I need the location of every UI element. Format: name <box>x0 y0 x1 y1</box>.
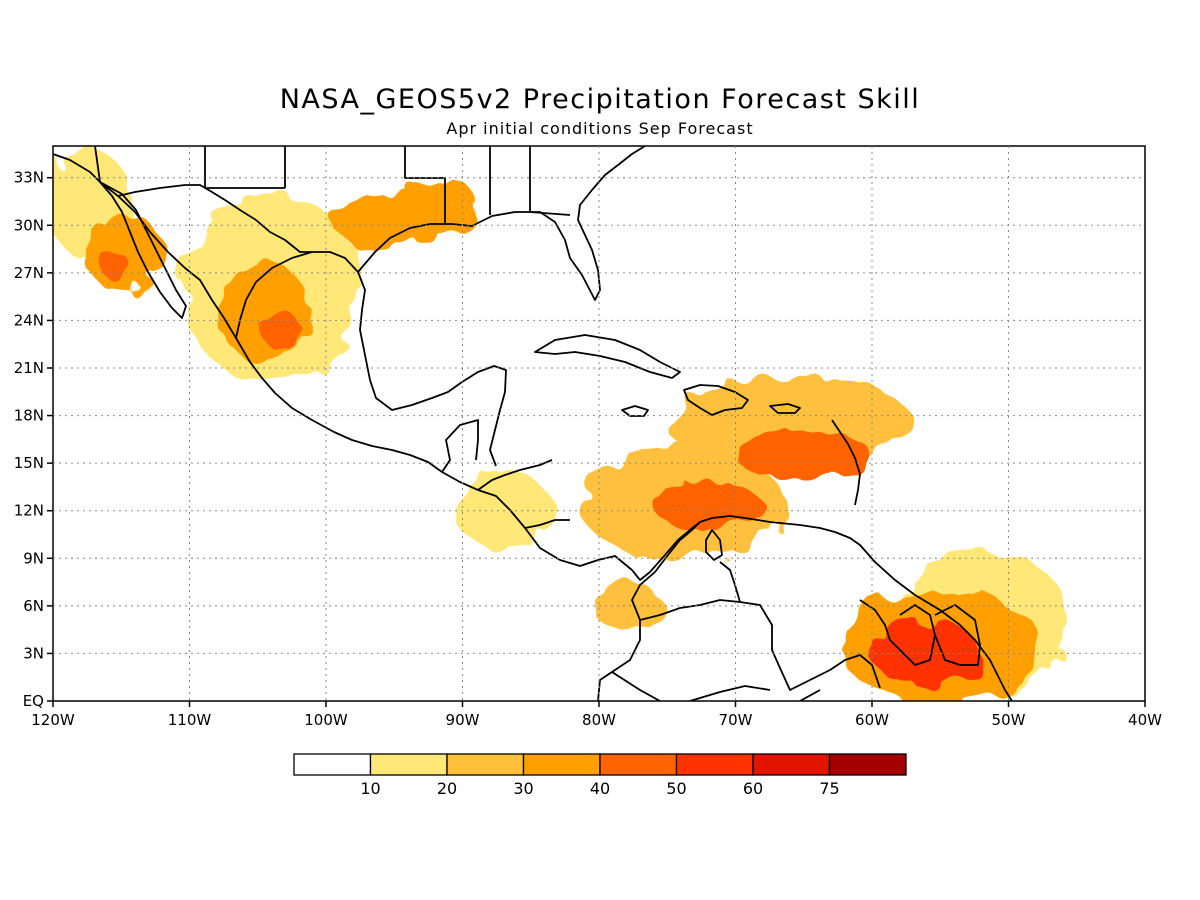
lat-tick-label: 33N <box>14 169 44 187</box>
colorbar-swatch <box>369 753 448 776</box>
lat-tick-label: 3N <box>23 644 44 662</box>
skill-region-guianas-core <box>872 621 982 686</box>
skill-region-panama <box>592 582 661 630</box>
us-gulf-coast <box>357 146 646 301</box>
colorbar-swatch <box>293 753 372 776</box>
gulf-of-mexico-coast <box>235 251 507 467</box>
baja-california <box>99 181 187 319</box>
colorbar-label: 60 <box>743 779 763 798</box>
lat-tick-label: 30N <box>14 216 44 234</box>
skill-region-venezuela-coast <box>653 482 763 530</box>
page-title: NASA_GEOS5v2 Precipitation Forecast Skil… <box>279 84 921 115</box>
coastline-layer <box>53 146 1013 701</box>
page-subtitle: Apr initial conditions Sep Forecast <box>446 119 754 138</box>
us-state-borders <box>94 146 571 224</box>
jamaica <box>621 405 649 417</box>
colorbar-swatch <box>446 753 525 776</box>
latitude-axis: EQ 3N 6N 9N 12N 15N 18N 21N 24N 27N 30N 33N <box>14 169 53 710</box>
lon-tick-label: 90W <box>446 711 480 729</box>
lon-tick-label: 120W <box>31 711 75 729</box>
colorbar: 10 20 30 40 50 60 75 <box>293 753 907 798</box>
colorbar-label: 20 <box>437 779 457 798</box>
lat-tick-label: 9N <box>23 549 44 567</box>
colorbar-label: 40 <box>590 779 610 798</box>
lon-tick-label: 40W <box>1128 711 1162 729</box>
skill-region-mex-interior <box>216 264 313 361</box>
hispaniola <box>683 384 749 416</box>
lat-tick-label: 18N <box>14 407 44 425</box>
longitude-axis: 120W 110W 100W 90W 80W 70W 60W 50W 40W <box>31 701 1162 729</box>
lon-tick-label: 50W <box>992 711 1026 729</box>
lat-tick-label: 6N <box>23 597 44 615</box>
lat-tick-label: 12N <box>14 502 44 520</box>
lat-tick-label: 15N <box>14 454 44 472</box>
colorbar-swatch <box>522 753 601 776</box>
skill-region-baja-core <box>100 250 129 280</box>
us-mexico-border <box>117 184 312 253</box>
colorbar-swatch <box>675 753 754 776</box>
cuba <box>534 334 681 379</box>
colorbar-label: 10 <box>360 779 380 798</box>
lon-tick-label: 110W <box>168 711 212 729</box>
colorbar-label: 75 <box>819 779 839 798</box>
colorbar-swatch <box>752 753 831 776</box>
lon-tick-label: 60W <box>855 711 889 729</box>
lat-tick-label: 27N <box>14 264 44 282</box>
graticule <box>53 146 1145 701</box>
lesser-antilles <box>831 419 861 506</box>
colorbar-swatch <box>599 753 678 776</box>
colorbar-label: 50 <box>666 779 686 798</box>
puerto-rico <box>769 403 801 414</box>
lon-tick-label: 80W <box>582 711 616 729</box>
central-america-borders <box>441 419 570 529</box>
lon-tick-label: 70W <box>719 711 753 729</box>
lon-tick-label: 100W <box>304 711 348 729</box>
skill-region-baja <box>85 212 163 292</box>
colorbar-swatch <box>828 753 907 776</box>
skill-region-louisiana <box>407 176 477 234</box>
skill-region-mex-interior-core <box>264 310 301 353</box>
lat-tick-label: 24N <box>14 311 44 329</box>
south-america-borders <box>611 561 981 701</box>
lake-maracaibo <box>705 529 723 561</box>
north-america-coastline <box>53 153 1013 701</box>
colorbar-label: 30 <box>513 779 533 798</box>
skill-region-caribbean-core <box>735 431 872 480</box>
lat-tick-label: EQ <box>23 692 44 710</box>
lat-tick-label: 21N <box>14 359 44 377</box>
